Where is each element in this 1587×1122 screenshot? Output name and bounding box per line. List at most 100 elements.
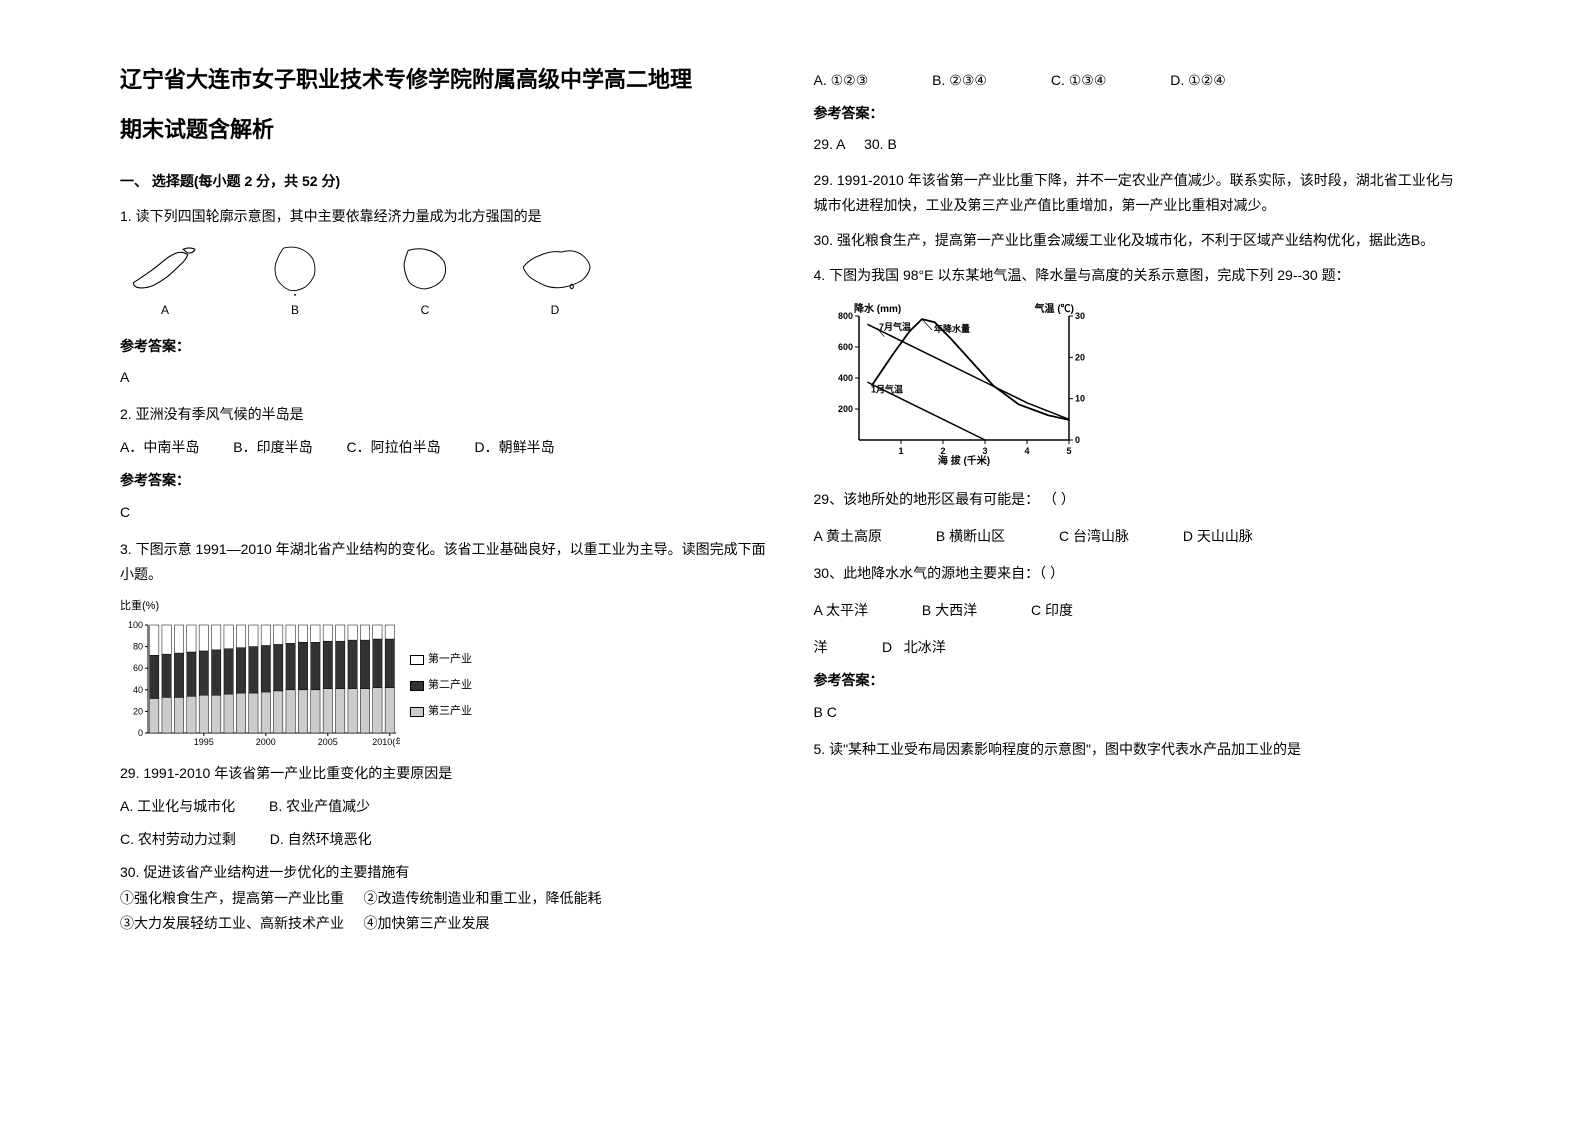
q4-intro: 4. 下图为我国 98°E 以东某地气温、降水量与高度的关系示意图，完成下列 2…: [814, 263, 1468, 288]
q3-q29-c: C. 农村劳动力过剩: [120, 831, 236, 847]
q4-30-a: A 太平洋: [814, 602, 868, 618]
q3-explain30: 30. 强化粮食生产，提高第一产业比重会减缓工业化及城市化，不利于区域产业结构优…: [814, 228, 1468, 253]
svg-text:3: 3: [982, 446, 987, 456]
question-4: 4. 下图为我国 98°E 以东某地气温、降水量与高度的关系示意图，完成下列 2…: [814, 263, 1468, 725]
svg-text:0: 0: [138, 728, 143, 738]
question-5: 5. 读"某种工业受布局因素影响程度的示意图"，图中数字代表水产品加工业的是: [814, 737, 1468, 762]
q3-i4: ④加快第三产业发展: [363, 915, 489, 931]
svg-text:4: 4: [1024, 446, 1029, 456]
q2-opt-a: A．中南半岛: [120, 439, 199, 455]
svg-text:60: 60: [133, 663, 143, 673]
q3-i3: ③大力发展轻纺工业、高新技术产业: [120, 915, 344, 931]
svg-text:40: 40: [133, 685, 143, 695]
svg-text:1月气温: 1月气温: [871, 384, 903, 395]
q30-c: C. ①③④: [1051, 72, 1107, 88]
svg-text:2: 2: [940, 446, 945, 456]
q3-q29-opts: A. 工业化与城市化 B. 农业产值减少: [120, 794, 774, 819]
q3-q30-items34: ③大力发展轻纺工业、高新技术产业 ④加快第三产业发展: [120, 911, 774, 936]
bar-chart-ylabel: 比重(%): [120, 597, 774, 617]
svg-text:100: 100: [128, 621, 143, 630]
left-column: 辽宁省大连市女子职业技术专修学院附属高级中学高二地理 期末试题含解析 一、 选择…: [100, 60, 794, 1062]
q4-29-b: B 横断山区: [936, 528, 1005, 544]
svg-text:5: 5: [1066, 446, 1071, 456]
q3-answer-label: 参考答案：: [814, 101, 1468, 126]
q3-q29-d: D. 自然环境恶化: [270, 831, 372, 847]
page-title-line1: 辽宁省大连市女子职业技术专修学院附属高级中学高二地理: [120, 60, 774, 100]
svg-text:2010(年): 2010(年): [372, 736, 400, 747]
country-b-label: B: [291, 300, 299, 322]
q3-q30-items12: ①强化粮食生产，提高第一产业比重 ②改造传统制造业和重工业，降低能耗: [120, 886, 774, 911]
q3-q30-opts: A. ①②③ B. ②③④ C. ①③④ D. ①②④: [814, 68, 1468, 93]
q4-q29-opts: A 黄土高原 B 横断山区 C 台湾山脉 D 天山山脉: [814, 524, 1468, 549]
svg-text:20: 20: [133, 706, 143, 716]
q3-q30: 30. 促进该省产业结构进一步优化的主要措施有: [120, 860, 774, 885]
legend-p2: 第二产业: [428, 676, 472, 696]
q2-answer: C: [120, 500, 774, 525]
q4-answer: B C: [814, 700, 1468, 725]
line-chart: 降水 (mm)气温 (℃)海 拔 (千米)2004006008000102030…: [814, 298, 1468, 476]
svg-text:20: 20: [1075, 353, 1085, 363]
q1-answer-label: 参考答案：: [120, 334, 774, 359]
legend-p1: 第一产业: [428, 650, 472, 670]
right-column: A. ①②③ B. ②③④ C. ①③④ D. ①②④ 参考答案： 29. A …: [794, 60, 1488, 1062]
q3-q29-a: A. 工业化与城市化: [120, 798, 235, 814]
country-d-label: D: [551, 300, 560, 322]
q5-text: 5. 读"某种工业受布局因素影响程度的示意图"，图中数字代表水产品加工业的是: [814, 737, 1468, 762]
legend-p3: 第三产业: [428, 702, 472, 722]
q4-29-a: A 黄土高原: [814, 528, 882, 544]
q30-b: B. ②③④: [932, 72, 987, 88]
q1-text: 1. 读下列四国轮廓示意图，其中主要依靠经济力量成为北方强国的是: [120, 204, 774, 229]
line-chart-svg: 降水 (mm)气温 (℃)海 拔 (千米)2004006008000102030…: [814, 298, 1114, 468]
q4-q30-opts: A 太平洋 B 大西洋 C 印度: [814, 598, 1468, 623]
q2-opt-d: D．朝鲜半岛: [474, 439, 554, 455]
svg-text:400: 400: [837, 373, 852, 383]
svg-text:30: 30: [1075, 311, 1085, 321]
bar-chart-svg: 0204060801001995200020052010(年): [120, 621, 400, 751]
q4-29-c: C 台湾山脉: [1059, 528, 1129, 544]
q4-29-d: D 天山山脉: [1183, 528, 1253, 544]
q3-i2: ②改造传统制造业和重工业，降低能耗: [363, 890, 601, 906]
section-heading: 一、 选择题(每小题 2 分，共 52 分): [120, 169, 774, 194]
q2-opt-b: B．印度半岛: [233, 439, 312, 455]
svg-text:降水 (mm): 降水 (mm): [854, 302, 901, 315]
question-3: 3. 下图示意 1991—2010 年湖北省产业结构的变化。该省工业基础良好，以…: [120, 537, 774, 936]
svg-text:年降水量: 年降水量: [934, 323, 970, 334]
country-b: B: [250, 242, 340, 322]
svg-text:80: 80: [133, 641, 143, 651]
svg-text:600: 600: [837, 342, 852, 352]
svg-text:2000: 2000: [256, 737, 276, 747]
q30-a: A. ①②③: [814, 72, 869, 88]
svg-text:2005: 2005: [318, 737, 338, 747]
country-outlines: A B C D: [120, 242, 774, 322]
country-d: D: [510, 242, 600, 322]
svg-text:200: 200: [837, 404, 852, 414]
q3-i1: ①强化粮食生产，提高第一产业比重: [120, 890, 344, 906]
q3-q29-b: B. 农业产值减少: [269, 798, 370, 814]
q4-30-b: B 大西洋: [922, 602, 977, 618]
question-2: 2. 亚洲没有季风气候的半岛是 A．中南半岛 B．印度半岛 C．阿拉伯半岛 D．…: [120, 402, 774, 525]
country-c-label: C: [421, 300, 430, 322]
country-a: A: [120, 242, 210, 322]
bar-chart: 比重(%) 0204060801001995200020052010(年) 第一…: [120, 597, 774, 751]
q4-30-tail: 洋 D 北冰洋: [814, 635, 1468, 660]
q4-30-c: C 印度: [1031, 602, 1073, 618]
q30-d: D. ①②④: [1170, 72, 1226, 88]
q3-answers: 29. A 30. B: [814, 132, 1468, 157]
question-1: 1. 读下列四国轮廓示意图，其中主要依靠经济力量成为北方强国的是 A B C: [120, 204, 774, 390]
svg-text:1: 1: [898, 446, 903, 456]
page-title-line2: 期末试题含解析: [120, 110, 774, 150]
q3-intro: 3. 下图示意 1991—2010 年湖北省产业结构的变化。该省工业基础良好，以…: [120, 537, 774, 587]
q2-text: 2. 亚洲没有季风气候的半岛是: [120, 402, 774, 427]
svg-text:7月气温: 7月气温: [879, 321, 911, 332]
bar-legend: 第一产业 第二产业 第三产业: [410, 650, 472, 721]
q3-q29: 29. 1991-2010 年该省第一产业比重变化的主要原因是: [120, 761, 774, 786]
country-a-label: A: [161, 300, 169, 322]
svg-text:800: 800: [837, 311, 852, 321]
q2-options: A．中南半岛 B．印度半岛 C．阿拉伯半岛 D．朝鲜半岛: [120, 435, 774, 460]
q1-answer: A: [120, 365, 774, 390]
q3-q29-opts2: C. 农村劳动力过剩 D. 自然环境恶化: [120, 827, 774, 852]
q2-opt-c: C．阿拉伯半岛: [346, 439, 440, 455]
q4-q29: 29、该地所处的地形区最有可能是： （ ）: [814, 487, 1468, 512]
svg-text:10: 10: [1075, 394, 1085, 404]
q4-q30: 30、此地降水水气的源地主要来自：（ ）: [814, 561, 1468, 586]
